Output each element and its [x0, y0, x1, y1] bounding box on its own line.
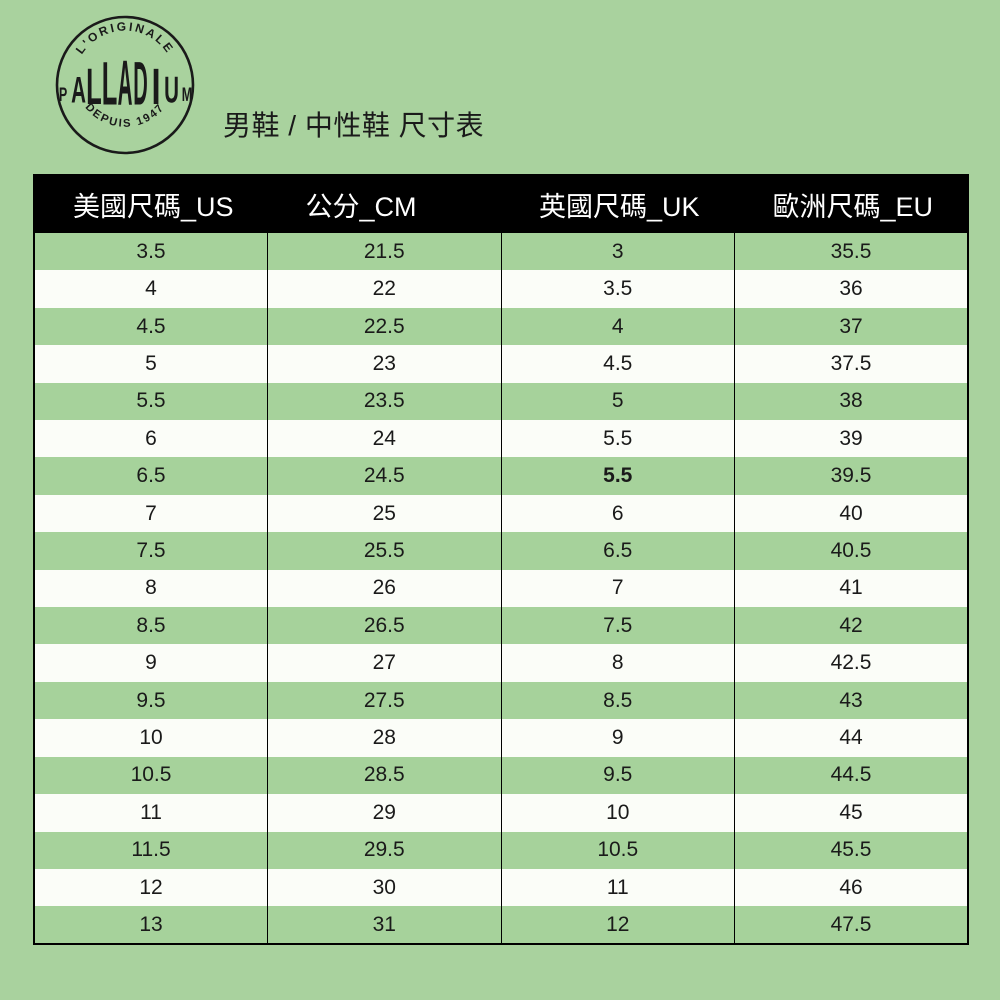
- svg-text:A: A: [118, 48, 133, 119]
- svg-text:I: I: [151, 59, 160, 116]
- svg-text:D: D: [133, 50, 147, 118]
- svg-text:L: L: [102, 50, 118, 118]
- svg-text:L: L: [86, 57, 102, 115]
- svg-text:U: U: [164, 70, 179, 111]
- svg-text:P: P: [59, 84, 67, 105]
- svg-text:A: A: [71, 70, 86, 111]
- svg-text:M: M: [182, 84, 192, 105]
